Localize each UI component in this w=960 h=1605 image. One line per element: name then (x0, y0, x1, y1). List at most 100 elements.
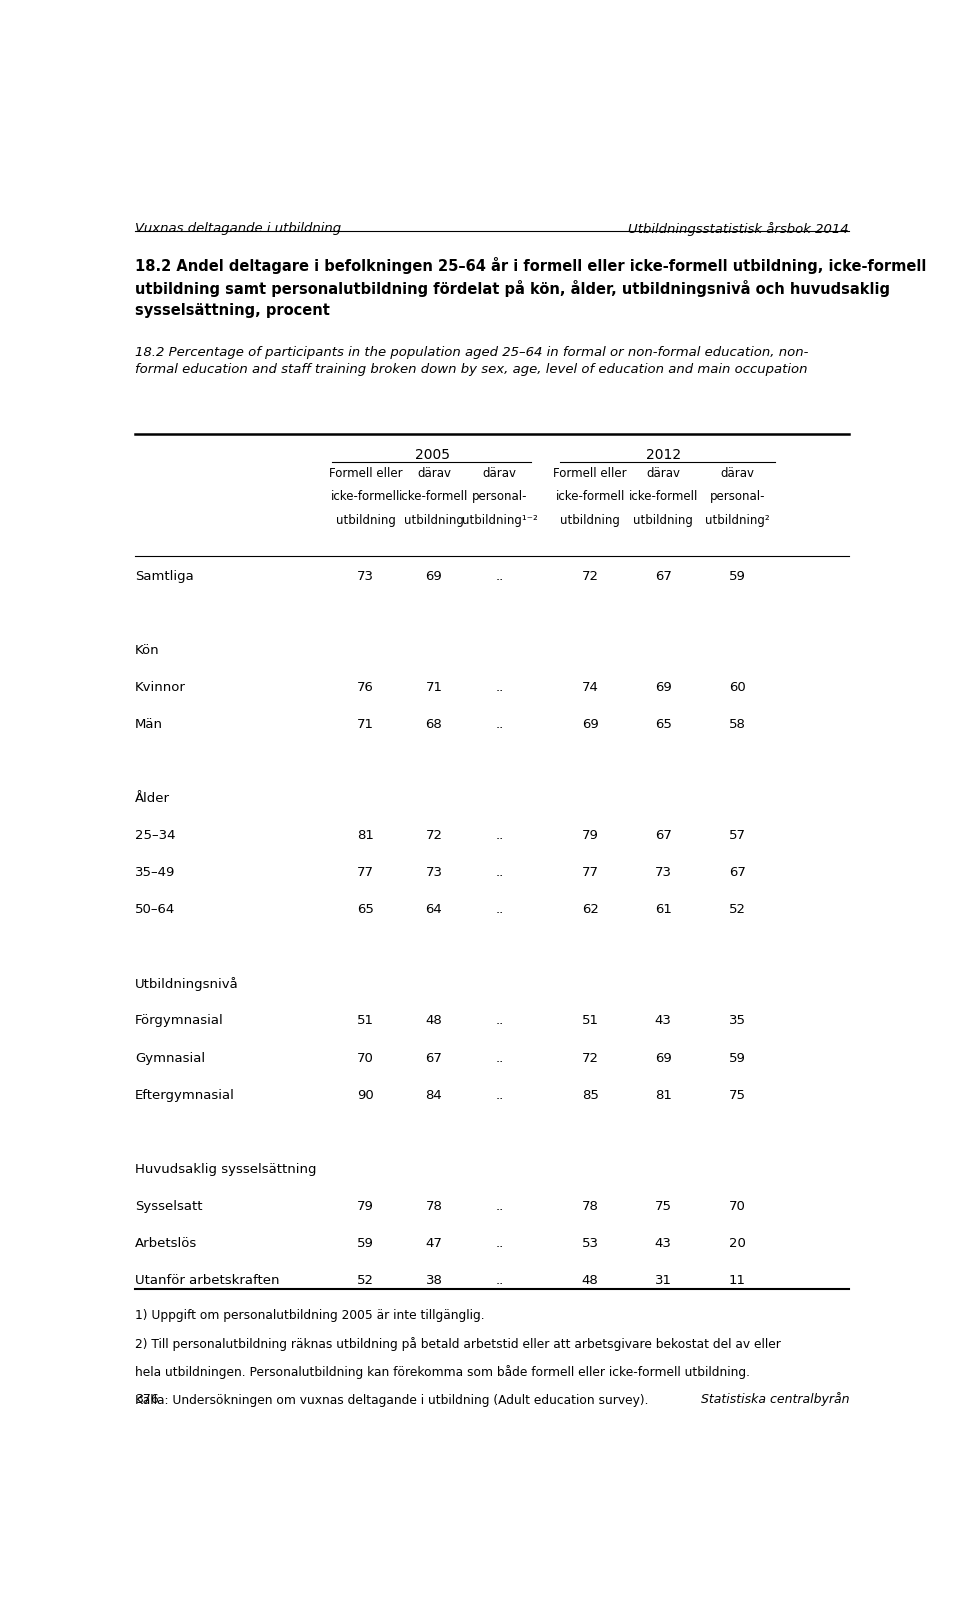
Text: 69: 69 (655, 1051, 671, 1064)
Text: 75: 75 (655, 1201, 672, 1213)
Text: Utanför arbetskraften: Utanför arbetskraften (134, 1274, 279, 1287)
Text: 72: 72 (425, 830, 443, 843)
Text: 69: 69 (582, 717, 599, 730)
Text: utbildning: utbildning (336, 514, 396, 526)
Text: 64: 64 (425, 904, 443, 916)
Text: Utbildningsstatistisk årsbok 2014: Utbildningsstatistisk årsbok 2014 (629, 221, 849, 236)
Text: ..: .. (495, 867, 504, 880)
Text: utbildning: utbildning (561, 514, 620, 526)
Text: 69: 69 (655, 681, 671, 693)
Text: 2012: 2012 (646, 448, 682, 462)
Text: 51: 51 (357, 1014, 374, 1027)
Text: Sysselsatt: Sysselsatt (134, 1201, 203, 1213)
Text: Kön: Kön (134, 644, 159, 656)
Text: 2) Till personalutbildning räknas utbildning på betald arbetstid eller att arbet: 2) Till personalutbildning räknas utbild… (134, 1337, 780, 1351)
Text: 78: 78 (425, 1201, 443, 1213)
Text: därav: därav (483, 467, 516, 480)
Text: 73: 73 (357, 570, 374, 583)
Text: Gymnasial: Gymnasial (134, 1051, 205, 1064)
Text: 71: 71 (425, 681, 443, 693)
Text: 70: 70 (729, 1201, 746, 1213)
Text: Vuxnas deltagande i utbildning: Vuxnas deltagande i utbildning (134, 221, 341, 236)
Text: 52: 52 (729, 904, 746, 916)
Text: 78: 78 (582, 1201, 599, 1213)
Text: 77: 77 (582, 867, 599, 880)
Text: ..: .. (495, 570, 504, 583)
Text: Män: Män (134, 717, 163, 730)
Text: 74: 74 (582, 681, 599, 693)
Text: ..: .. (495, 1274, 504, 1287)
Text: 25–34: 25–34 (134, 830, 176, 843)
Text: 50–64: 50–64 (134, 904, 175, 916)
Text: Utbildningsnivå: Utbildningsnivå (134, 977, 239, 992)
Text: 85: 85 (582, 1088, 599, 1101)
Text: ..: .. (495, 1237, 504, 1250)
Text: 51: 51 (582, 1014, 599, 1027)
Text: personal-: personal- (709, 491, 765, 504)
Text: 35: 35 (729, 1014, 746, 1027)
Text: 65: 65 (655, 717, 672, 730)
Text: 47: 47 (425, 1237, 443, 1250)
Text: 81: 81 (655, 1088, 672, 1101)
Text: 73: 73 (425, 867, 443, 880)
Text: 18.2 Andel deltagare i befolkningen 25–64 år i formell eller icke-formell utbild: 18.2 Andel deltagare i befolkningen 25–6… (134, 257, 926, 318)
Text: icke-formell: icke-formell (399, 491, 468, 504)
Text: 60: 60 (730, 681, 746, 693)
Text: 2005: 2005 (415, 448, 450, 462)
Text: 1) Uppgift om personalutbildning 2005 är inte tillgänglig.: 1) Uppgift om personalutbildning 2005 är… (134, 1308, 485, 1321)
Text: ..: .. (495, 904, 504, 916)
Text: ..: .. (495, 1051, 504, 1064)
Text: 62: 62 (582, 904, 599, 916)
Text: hela utbildningen. Personalutbildning kan förekomma som både formell eller icke-: hela utbildningen. Personalutbildning ka… (134, 1366, 750, 1379)
Text: 58: 58 (729, 717, 746, 730)
Text: 81: 81 (357, 830, 374, 843)
Text: 72: 72 (582, 570, 599, 583)
Text: 31: 31 (655, 1274, 672, 1287)
Text: 67: 67 (655, 570, 672, 583)
Text: Förgymnasial: Förgymnasial (134, 1014, 224, 1027)
Text: 59: 59 (357, 1237, 374, 1250)
Text: icke-formell: icke-formell (331, 491, 400, 504)
Text: 67: 67 (729, 867, 746, 880)
Text: 59: 59 (729, 1051, 746, 1064)
Text: Ålder: Ålder (134, 791, 170, 806)
Text: personal-: personal- (471, 491, 527, 504)
Text: Statistiska centralbyrån: Statistiska centralbyrån (701, 1392, 849, 1406)
Text: utbildning¹⁻²: utbildning¹⁻² (462, 514, 538, 526)
Text: 48: 48 (582, 1274, 599, 1287)
Text: 18.2 Percentage of participants in the population aged 25–64 in formal or non-fo: 18.2 Percentage of participants in the p… (134, 345, 808, 376)
Text: utbildning²: utbildning² (706, 514, 770, 526)
Text: ..: .. (495, 681, 504, 693)
Text: 43: 43 (655, 1237, 672, 1250)
Text: 53: 53 (582, 1237, 599, 1250)
Text: Huvudsaklig sysselsättning: Huvudsaklig sysselsättning (134, 1162, 317, 1176)
Text: 75: 75 (729, 1088, 746, 1101)
Text: icke-formell: icke-formell (629, 491, 698, 504)
Text: 67: 67 (655, 830, 672, 843)
Text: Eftergymnasial: Eftergymnasial (134, 1088, 235, 1101)
Text: 61: 61 (655, 904, 672, 916)
Text: 11: 11 (729, 1274, 746, 1287)
Text: utbildning: utbildning (404, 514, 464, 526)
Text: 76: 76 (357, 681, 374, 693)
Text: därav: därav (721, 467, 755, 480)
Text: ..: .. (495, 830, 504, 843)
Text: 20: 20 (729, 1237, 746, 1250)
Text: 35–49: 35–49 (134, 867, 176, 880)
Text: 70: 70 (357, 1051, 374, 1064)
Text: 376: 376 (134, 1393, 158, 1406)
Text: Arbetslös: Arbetslös (134, 1237, 197, 1250)
Text: 38: 38 (425, 1274, 443, 1287)
Text: 59: 59 (729, 570, 746, 583)
Text: 79: 79 (357, 1201, 374, 1213)
Text: Formell eller: Formell eller (553, 467, 627, 480)
Text: 71: 71 (357, 717, 374, 730)
Text: ..: .. (495, 1014, 504, 1027)
Text: 69: 69 (425, 570, 443, 583)
Text: ..: .. (495, 717, 504, 730)
Text: 57: 57 (729, 830, 746, 843)
Text: 73: 73 (655, 867, 672, 880)
Text: därav: därav (417, 467, 451, 480)
Text: Kvinnor: Kvinnor (134, 681, 185, 693)
Text: 84: 84 (425, 1088, 443, 1101)
